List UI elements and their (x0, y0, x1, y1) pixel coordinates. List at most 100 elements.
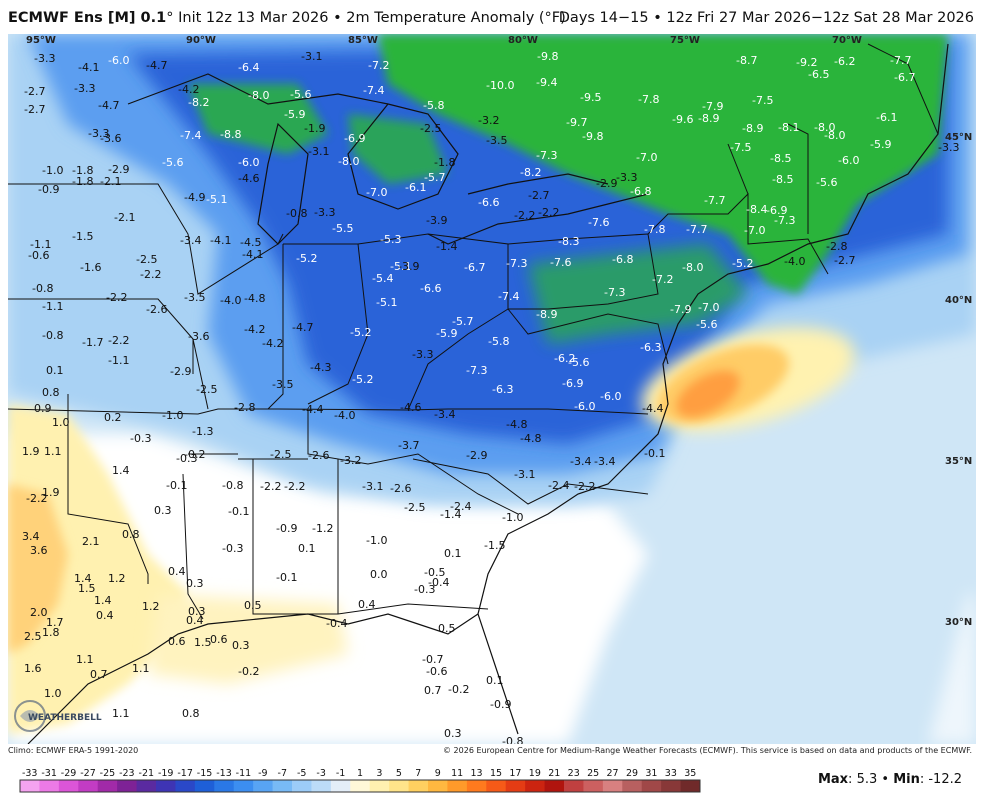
lon-label: 75°W (670, 35, 700, 46)
anomaly-value: -9.2 (796, 56, 817, 69)
anomaly-value: 1.9 (22, 445, 40, 458)
color-scale-swatch (39, 780, 60, 792)
anomaly-value: -3.4 (180, 234, 201, 247)
anomaly-value: -0.1 (228, 505, 249, 518)
anomaly-value: 1.5 (78, 582, 96, 595)
anomaly-value: -7.3 (536, 149, 557, 162)
anomaly-value: 0.1 (486, 674, 504, 687)
anomaly-value: -9.8 (582, 130, 603, 143)
anomaly-value: -8.5 (772, 173, 793, 186)
color-scale-swatch (564, 780, 584, 792)
anomaly-value: -4.7 (98, 99, 119, 112)
anomaly-value: -7.4 (498, 290, 519, 303)
anomaly-value: -2.2 (284, 480, 305, 493)
anomaly-value: -2.7 (528, 189, 549, 202)
color-scale-swatch (78, 780, 99, 792)
lat-label: 45°N (945, 132, 972, 143)
anomaly-value: 1.9 (42, 486, 60, 499)
color-scale-tick: -7 (278, 768, 287, 779)
anomaly-value: -4.2 (178, 83, 199, 96)
anomaly-value: -5.5 (332, 222, 353, 235)
anomaly-value: -8.5 (770, 152, 791, 165)
anomaly-value: -1.1 (108, 354, 129, 367)
coldest-region-north (188, 84, 328, 154)
anomaly-value: -4.3 (310, 361, 331, 374)
anomaly-value: 1.8 (42, 626, 60, 639)
anomaly-value: -4.1 (242, 248, 263, 261)
anomaly-value: -8.7 (736, 54, 757, 67)
anomaly-value: -5.6 (290, 88, 311, 101)
color-scale-swatch (214, 780, 235, 792)
anomaly-value: 0.3 (232, 639, 250, 652)
anomaly-value: 0.6 (168, 635, 186, 648)
anomaly-value: -2.6 (390, 482, 411, 495)
anomaly-value: -5.8 (423, 99, 444, 112)
anomaly-value: -2.1 (100, 175, 121, 188)
anomaly-value: -0.4 (428, 576, 449, 589)
color-scale-tick: 33 (665, 768, 677, 779)
anomaly-value: -2.8 (234, 401, 255, 414)
anomaly-value: -2.6 (146, 303, 167, 316)
anomaly-value: -7.4 (363, 84, 384, 97)
anomaly-value: -7.4 (180, 129, 201, 142)
anomaly-value: 0.4 (358, 598, 376, 611)
color-scale-tick: -33 (22, 768, 38, 779)
warm-texas-anomaly (8, 404, 188, 734)
anomaly-value: -9.8 (537, 50, 558, 63)
anomaly-value: -4.6 (238, 172, 259, 185)
anomaly-value: -8.0 (682, 261, 703, 274)
color-scale-swatch (622, 780, 643, 792)
anomaly-value: -2.9 (466, 449, 487, 462)
anomaly-value: 1.4 (74, 572, 92, 585)
anomaly-value: -5.9 (284, 108, 305, 121)
anomaly-value: -2.2 (514, 209, 535, 222)
anomaly-value: -5.4 (372, 272, 393, 285)
anomaly-value: -2.5 (196, 383, 217, 396)
anomaly-value: 0.4 (168, 565, 186, 578)
anomaly-value: -1.0 (162, 409, 183, 422)
anomaly-value: -0.2 (184, 448, 205, 461)
color-scale-tick: -11 (236, 768, 252, 779)
anomaly-value: -6.9 (766, 204, 787, 217)
anomaly-value: -8.9 (536, 308, 557, 321)
anomaly-value: 2.1 (82, 535, 100, 548)
anomaly-value: 1.1 (112, 707, 130, 720)
coldest-region-michigan (348, 114, 448, 184)
anomaly-value: -8.9 (742, 122, 763, 135)
anomaly-value: -8.0 (824, 129, 845, 142)
anomaly-value: -2.5 (136, 253, 157, 266)
anomaly-value: -6.9 (562, 377, 583, 390)
anomaly-value: -2.8 (826, 240, 847, 253)
model-degree-mark: ° (166, 10, 174, 26)
anomaly-value: -6.5 (808, 68, 829, 81)
anomaly-value: -0.3 (176, 452, 197, 465)
anomaly-value: -7.6 (588, 216, 609, 229)
anomaly-value: -9.6 (672, 113, 693, 126)
min-label: Min (893, 772, 920, 787)
color-scale-tick: 25 (587, 768, 599, 779)
anomaly-value: -2.2 (26, 492, 47, 505)
color-scale-swatch (136, 780, 157, 792)
anomaly-value: -2.9 (170, 365, 191, 378)
coldest-region (378, 34, 948, 294)
anomaly-value: -3.5 (184, 291, 205, 304)
anomaly-value: -8.0 (248, 89, 269, 102)
anomaly-value: -6.1 (876, 111, 897, 124)
anomaly-value: -2.2 (574, 480, 595, 493)
anomaly-value: -3.9 (398, 260, 419, 273)
anomaly-value: -2.9 (596, 177, 617, 190)
anomaly-value: -4.4 (302, 403, 323, 416)
anomaly-value: 0.0 (370, 568, 388, 581)
anomaly-value: -1.3 (192, 425, 213, 438)
color-scale-swatch (369, 780, 390, 792)
lat-label: 35°N (945, 456, 972, 467)
anomaly-value: -6.8 (612, 253, 633, 266)
anomaly-value: -1.1 (30, 238, 51, 251)
anomaly-value: -2.9 (108, 163, 129, 176)
anomaly-value: -5.3 (380, 233, 401, 246)
anomaly-value: -3.4 (434, 408, 455, 421)
anomaly-value: -5.1 (390, 260, 411, 273)
anomaly-value: 0.1 (298, 542, 316, 555)
anomaly-value: -3.1 (308, 145, 329, 158)
valid-period: Days 14−15 • 12z Fri 27 Mar 2026−12z Sat… (558, 10, 974, 26)
